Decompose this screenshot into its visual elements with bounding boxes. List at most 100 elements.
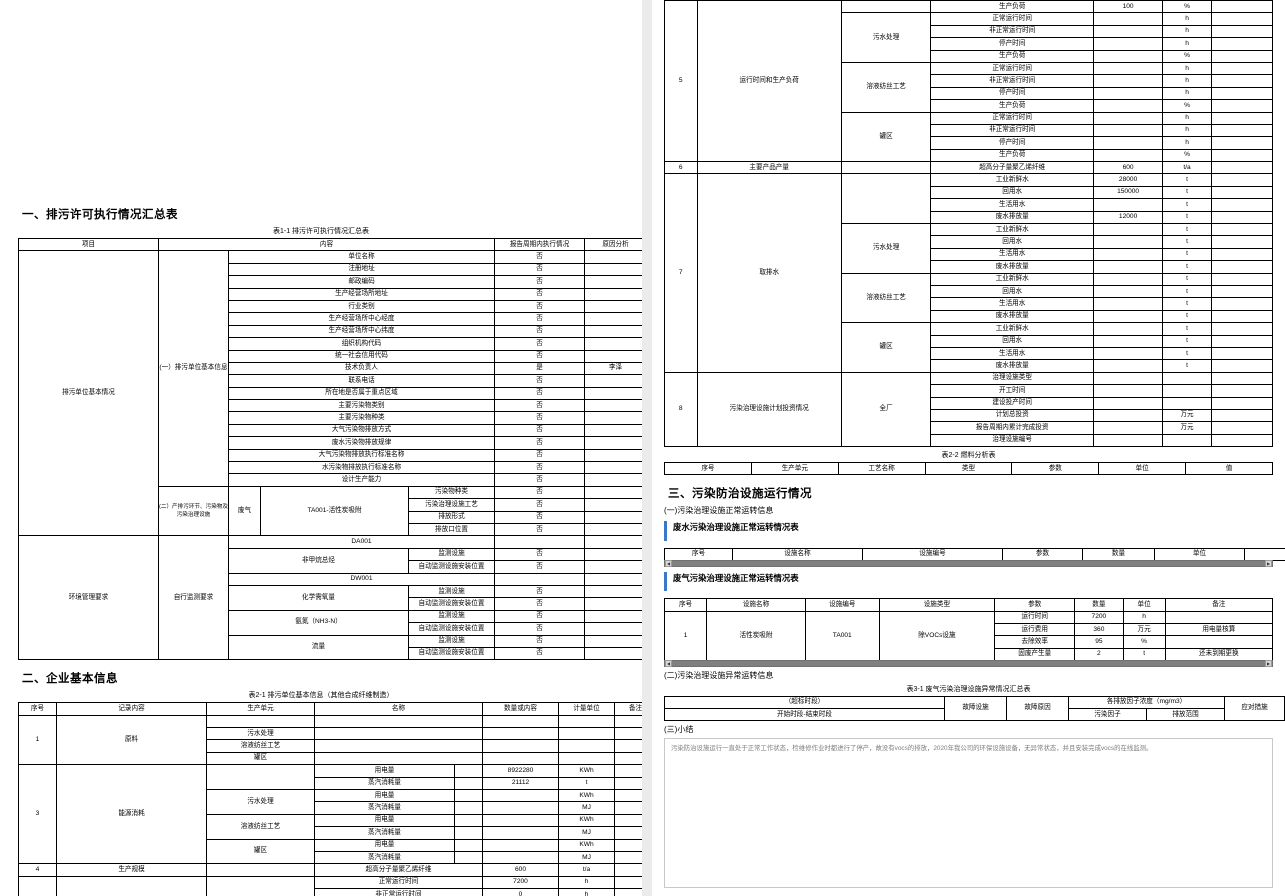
note-value xyxy=(614,714,642,729)
scroll-right-arrow-icon[interactable]: ▶ xyxy=(1265,660,1272,668)
note-value xyxy=(1210,272,1274,287)
item-name: 回用水 xyxy=(930,185,1095,200)
note-value xyxy=(1210,284,1274,299)
production-unit: 污水处理 xyxy=(840,12,932,63)
quantity-value xyxy=(1093,297,1164,311)
quantity-value xyxy=(1093,371,1164,386)
reason-value xyxy=(584,299,642,314)
table-row: 停产时间 h xyxy=(665,136,1274,150)
item-name: 治理设施编号 xyxy=(930,433,1095,448)
parameter-name: 去除效率 xyxy=(994,635,1076,649)
row-label: 统一社会信用代码 xyxy=(228,349,495,363)
fuel-column-header-3: 类型 xyxy=(924,462,1013,476)
measure-unit: h xyxy=(1162,24,1212,39)
quantity-value xyxy=(1093,136,1164,150)
row-label: 生产经营场所中心纬度 xyxy=(228,324,495,339)
table-row: 废水排放量 t xyxy=(665,309,1274,324)
measure-unit xyxy=(558,714,615,729)
subsection-1-label: (一)污染治理设施正常运转信息 xyxy=(664,506,774,516)
table-row: 自动监测设施安装位置否 xyxy=(19,646,642,661)
table-row: 溶液纺丝工艺 工业新鲜水 t xyxy=(665,272,1274,324)
status-value: 否 xyxy=(494,597,585,611)
column-header-unit: 生产单元 xyxy=(206,702,315,716)
item-name: 工业新鲜水 xyxy=(930,322,1095,336)
parameter-note xyxy=(1164,635,1274,649)
waste-gas-horizontal-scrollbar[interactable]: ◀ ▶ xyxy=(664,660,1273,668)
waste-water-horizontal-scrollbar[interactable]: ◀ ▶ xyxy=(664,560,1273,568)
note-value xyxy=(1210,309,1274,324)
item-name: 正常运行时间 xyxy=(314,875,483,890)
header-countermeasure: 应对措施 xyxy=(1224,695,1285,722)
measure-unit xyxy=(558,727,615,741)
column-header-content: 内容 xyxy=(158,237,495,252)
reason-value xyxy=(584,287,642,301)
item-name: 回用水 xyxy=(930,334,1095,348)
item-name: 非正常运行时间 xyxy=(930,74,1095,88)
summary-textarea[interactable]: 污染防治设施运行一直处于正常工作状态，检维修作业时都进行了停产，故没有vocs的… xyxy=(664,738,1273,889)
status-value: 否 xyxy=(494,560,585,574)
table-row: 蒸汽消耗量 MJ xyxy=(19,850,642,865)
note-value xyxy=(614,850,642,865)
facility-name: 活性炭吸附 xyxy=(706,610,806,662)
table-row: 停产时间 h xyxy=(665,37,1274,51)
table-row: 固废产生量 2 t 还未到期更换 xyxy=(665,647,1274,662)
status-value: 否 xyxy=(494,646,585,661)
status-value: 否 xyxy=(494,485,585,500)
emission-type: 废气 xyxy=(228,485,261,537)
item-name-pad xyxy=(454,850,483,865)
quantity-value xyxy=(1093,123,1164,138)
scroll-left-arrow-icon[interactable]: ◀ xyxy=(665,660,672,668)
record-content xyxy=(56,875,207,896)
measure-unit: t xyxy=(1162,247,1212,262)
parameter-name: 运行费用 xyxy=(994,622,1076,637)
table-row: 罐区 正常运行时间 h xyxy=(665,111,1274,163)
scroll-left-arrow-icon[interactable]: ◀ xyxy=(665,560,672,568)
quantity-value xyxy=(1093,49,1164,63)
record-content: 能源消耗 xyxy=(56,764,207,865)
production-unit: 罐区 xyxy=(206,751,315,766)
quantity-value xyxy=(1093,24,1164,39)
parameter-name: 运行时间 xyxy=(994,610,1076,625)
group-label-env-mgmt: 环境管理要求 xyxy=(18,535,159,661)
note-value xyxy=(614,863,642,877)
row-label: 自动监测设施安装位置 xyxy=(408,646,495,661)
row-label: 生产经营场所地址 xyxy=(228,287,495,301)
note-value xyxy=(1210,210,1274,225)
quantity-value: 8922280 xyxy=(482,764,559,778)
wg-column-header-1: 设施名称 xyxy=(706,598,806,612)
outlet-id: DA001 xyxy=(228,535,495,549)
table-row: 回用水 t xyxy=(665,235,1274,249)
scroll-right-arrow-icon[interactable]: ▶ xyxy=(1265,560,1272,568)
row-number: 6 xyxy=(664,161,698,175)
table-row: 溶液纺丝工艺 xyxy=(19,739,642,753)
table-row: 流量 监测设施否 xyxy=(19,634,642,661)
measure-unit: t xyxy=(1162,346,1212,361)
production-unit: 罐区 xyxy=(206,838,315,865)
table-row: 非正常运行时间 h xyxy=(665,74,1274,88)
quantity-value xyxy=(1093,99,1164,113)
quantity-value xyxy=(1093,198,1164,212)
row-label: 注册地址 xyxy=(228,262,495,277)
table-row: 污染治理设施工艺否 xyxy=(19,498,642,512)
note-value xyxy=(1210,421,1274,435)
table-row: 7 取排水 工业新鲜水 28000 t xyxy=(664,173,1274,373)
table-row: 溶液纺丝工艺 用电量 KWh xyxy=(19,813,642,840)
record-content: 运行时间和生产负荷 xyxy=(696,0,842,163)
column-header-item: 项目 xyxy=(18,237,159,252)
table-row: 生活用水 t xyxy=(665,198,1274,212)
measure-unit: 万元 xyxy=(1162,421,1212,435)
facility-type: 除VOCs设施 xyxy=(878,610,996,662)
note-value xyxy=(1210,322,1274,336)
note-value xyxy=(1210,384,1274,398)
note-value xyxy=(1210,260,1274,274)
item-name: 生活用水 xyxy=(930,297,1095,311)
row-number: 3 xyxy=(18,764,57,865)
record-content: 原料 xyxy=(56,714,207,766)
measure-unit: t xyxy=(1162,334,1212,348)
item-name: 蒸汽消耗量 xyxy=(314,801,455,815)
measure-unit: MJ xyxy=(558,801,615,815)
item-name: 蒸汽消耗量 xyxy=(314,776,455,791)
measure-unit: t xyxy=(1162,198,1212,212)
header-concentration: 各排放因子浓度（mg/m3） xyxy=(1068,695,1225,710)
row-label: 主要污染物类别 xyxy=(228,399,495,413)
